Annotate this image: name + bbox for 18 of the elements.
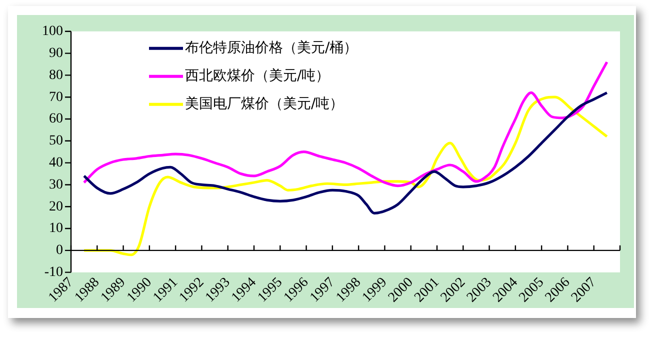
y-tick-label: 50	[49, 134, 63, 149]
y-tick-label: 10	[49, 221, 63, 236]
y-tick-label: 60	[49, 112, 63, 127]
line-series	[82, 96, 608, 256]
y-tick-label: 40	[49, 155, 63, 170]
y-tick-label: 20	[49, 199, 63, 214]
line-series	[82, 91, 608, 214]
legend-label: 西北欧煤价（美元/吨）	[185, 68, 330, 84]
line-series	[82, 60, 608, 188]
y-tick-label: -10	[44, 264, 63, 280]
y-tick-label: 80	[49, 68, 63, 83]
legend-label: 美国电厂煤价（美元/吨）	[185, 96, 344, 112]
y-tick-label: 90	[49, 46, 63, 61]
y-tick-label: 0	[56, 243, 63, 258]
legend-label: 布伦特原油价格（美元/桶）	[185, 40, 358, 56]
y-tick-label: 70	[49, 90, 63, 105]
y-tick-label: 100	[42, 24, 63, 40]
y-tick-label: 30	[49, 177, 63, 192]
